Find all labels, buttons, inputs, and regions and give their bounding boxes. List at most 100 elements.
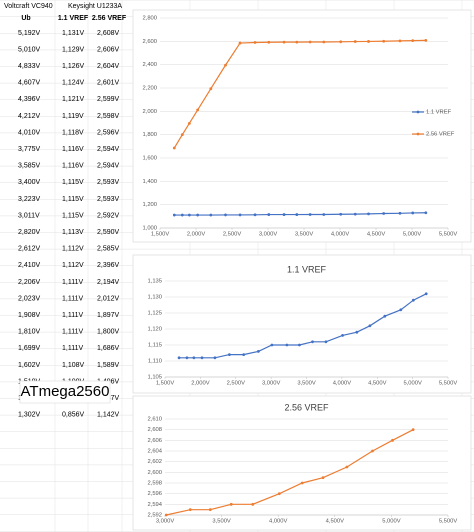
table-group-header: Voltcraft VC940 — [4, 3, 53, 10]
data-point — [311, 340, 314, 344]
data-point — [371, 449, 374, 453]
table-cell: 1,131V — [62, 30, 85, 37]
x-tick-label: 3,000V — [259, 232, 278, 238]
data-point — [253, 41, 257, 44]
table-cell: 3,775V — [18, 146, 41, 153]
table-cell: 2,206V — [18, 279, 41, 286]
table-cell: 1,113V — [62, 229, 84, 236]
data-point — [383, 314, 387, 318]
table-cell: 1,115V — [62, 196, 84, 203]
data-point — [209, 213, 213, 217]
data-point — [399, 308, 403, 312]
data-point — [238, 213, 242, 217]
x-tick-label: 5,500V — [439, 232, 458, 238]
chart-area — [132, 254, 472, 394]
y-tick-label: 2,606 — [147, 438, 162, 444]
table-cell: 2,194V — [97, 279, 120, 286]
table-cell: 2,598V — [97, 113, 120, 120]
x-tick-label: 4,500V — [367, 232, 386, 238]
data-point — [256, 350, 260, 353]
data-point — [282, 213, 286, 216]
data-point — [285, 343, 289, 347]
table-cell: 2,585V — [97, 246, 120, 253]
data-point — [213, 356, 217, 360]
x-tick-label: 4,500V — [368, 381, 387, 387]
table-cell: 1,908V — [18, 312, 41, 319]
table-cell: 4,396V — [18, 96, 41, 103]
x-tick-label: 1,500V — [156, 381, 175, 387]
x-tick-label: 5,000V — [403, 232, 422, 238]
x-tick-label: 3,500V — [295, 232, 314, 238]
data-point — [267, 213, 271, 216]
table-cell: 2,608V — [97, 30, 120, 37]
y-tick-label: 1,130 — [147, 295, 162, 301]
table-cell: 2,612V — [18, 246, 41, 253]
table-cell: 1,800V — [97, 329, 120, 336]
data-point — [295, 40, 299, 44]
data-point — [192, 356, 196, 360]
table-cell: 3,400V — [18, 179, 41, 186]
data-point — [322, 40, 326, 44]
data-point — [180, 133, 184, 137]
table-cell: 1,112V — [62, 262, 84, 269]
data-point — [339, 212, 343, 216]
data-point — [242, 353, 246, 356]
x-tick-label: 5,500V — [439, 381, 458, 387]
data-point — [282, 40, 286, 44]
x-tick-label: 3,000V — [262, 381, 281, 387]
x-tick-label: 4,000V — [333, 381, 352, 387]
data-point — [172, 213, 176, 217]
y-tick-label: 2,592 — [147, 513, 162, 519]
table-cell: 1,121V — [62, 96, 85, 103]
legend-marker — [416, 132, 420, 136]
data-point — [300, 481, 304, 485]
y-tick-label: 2,594 — [147, 502, 162, 508]
data-point — [368, 324, 372, 328]
y-tick-label: 2,400 — [142, 62, 157, 68]
x-tick-label: 3,000V — [156, 519, 175, 525]
table-cell: 5,192V — [18, 30, 41, 37]
x-tick-label: 2,000V — [191, 381, 210, 387]
table-cell: 4,607V — [18, 80, 41, 87]
data-point — [345, 465, 349, 469]
x-tick-label: 5,000V — [382, 519, 401, 525]
y-tick-label: 2,602 — [147, 459, 162, 465]
x-tick-label: 1,500V — [151, 232, 170, 238]
table-cell: 1,602V — [18, 362, 41, 369]
data-point — [382, 212, 386, 215]
data-point — [339, 40, 343, 44]
legend-label: 1.1 VREF — [426, 110, 452, 116]
data-point — [424, 211, 428, 215]
data-point — [298, 343, 301, 347]
data-point — [180, 213, 184, 217]
data-point — [341, 334, 344, 337]
data-point — [227, 353, 231, 356]
data-point — [411, 211, 415, 215]
series-line — [166, 429, 414, 516]
data-point — [238, 41, 242, 45]
table-cell: 2,594V — [97, 163, 120, 170]
data-point — [355, 330, 359, 334]
y-tick-label: 2,000 — [142, 109, 157, 115]
y-tick-label: 2,608 — [147, 427, 162, 433]
y-tick-label: 1,600 — [142, 156, 157, 162]
table-cell: 1,126V — [62, 63, 85, 70]
data-point — [411, 428, 415, 432]
y-tick-label: 2,604 — [147, 449, 162, 455]
table-cell: 1,116V — [62, 146, 84, 153]
y-tick-label: 2,610 — [147, 417, 162, 423]
data-point — [200, 356, 204, 360]
data-point — [398, 39, 402, 43]
data-point — [188, 508, 192, 512]
table-cell: 1,115V — [62, 212, 84, 219]
data-point — [229, 502, 233, 506]
data-point — [270, 343, 274, 347]
data-point — [411, 298, 415, 302]
series-line — [173, 39, 426, 149]
column-header: Ub — [21, 15, 30, 22]
data-point — [224, 63, 227, 67]
series-line — [174, 212, 426, 216]
annotation: ATmega2560 — [21, 383, 110, 400]
